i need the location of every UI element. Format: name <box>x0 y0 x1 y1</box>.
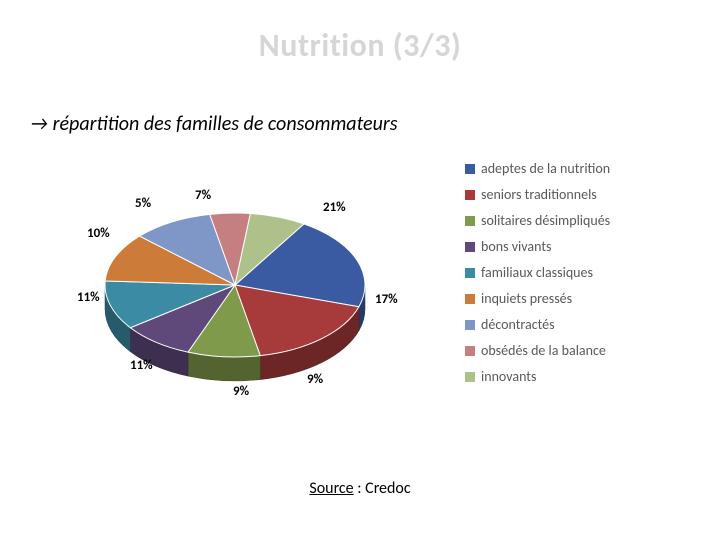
legend: adeptes de la nutrition seniors tradition… <box>465 160 680 394</box>
pie-slice-label: 7% <box>195 188 211 203</box>
legend-swatch <box>465 190 475 200</box>
legend-item: décontractés <box>465 316 680 333</box>
legend-swatch <box>465 164 475 174</box>
legend-item: innovants <box>465 368 680 385</box>
legend-swatch <box>465 216 475 226</box>
legend-item: familiaux classiques <box>465 264 680 281</box>
legend-label: familiaux classiques <box>481 264 593 281</box>
legend-swatch <box>465 294 475 304</box>
legend-swatch <box>465 242 475 252</box>
subtitle: → répartition des familles de consommate… <box>30 112 398 136</box>
subtitle-text: répartition des familles de consommateur… <box>53 112 398 136</box>
pie-chart: 21%17%9%9%11%11%10%5%7% <box>85 170 385 430</box>
legend-swatch <box>465 320 475 330</box>
legend-label: innovants <box>481 368 536 385</box>
subtitle-arrow: → <box>30 112 48 136</box>
pie-slice-label: 5% <box>135 196 151 211</box>
page-title: Nutrition (3/3) <box>0 26 720 65</box>
source-line: Source : Credoc <box>0 479 720 498</box>
legend-item: seniors traditionnels <box>465 186 680 203</box>
legend-item: inquiets pressés <box>465 290 680 307</box>
pie-slice-label: 17% <box>375 292 398 307</box>
pie-slice-label: 21% <box>323 200 346 215</box>
pie-slice-label: 9% <box>307 372 323 387</box>
legend-swatch <box>465 346 475 356</box>
legend-item: obsédés de la balance <box>465 342 680 359</box>
legend-swatch <box>465 372 475 382</box>
legend-label: obsédés de la balance <box>481 342 606 359</box>
legend-label: adeptes de la nutrition <box>481 160 610 177</box>
source-label: Source <box>309 479 353 498</box>
legend-item: solitaires désimpliqués <box>465 212 680 229</box>
legend-swatch <box>465 268 475 278</box>
pie-slice-label: 11% <box>77 290 100 305</box>
legend-label: bons vivants <box>481 238 552 255</box>
legend-item: adeptes de la nutrition <box>465 160 680 177</box>
chart-area: 21% 17% 9% 9% 11% 11% 10% 5% 7% adeptes de la nu… <box>30 160 690 440</box>
source-rest: : Credoc <box>354 479 411 498</box>
pie-slice-label: 9% <box>233 384 249 399</box>
pie-slice-label: 10% <box>87 226 110 241</box>
legend-label: seniors traditionnels <box>481 186 597 203</box>
legend-label: inquiets pressés <box>481 290 572 307</box>
legend-label: solitaires désimpliqués <box>481 212 610 229</box>
legend-label: décontractés <box>481 316 555 333</box>
legend-item: bons vivants <box>465 238 680 255</box>
pie-slice-label: 11% <box>130 358 153 373</box>
